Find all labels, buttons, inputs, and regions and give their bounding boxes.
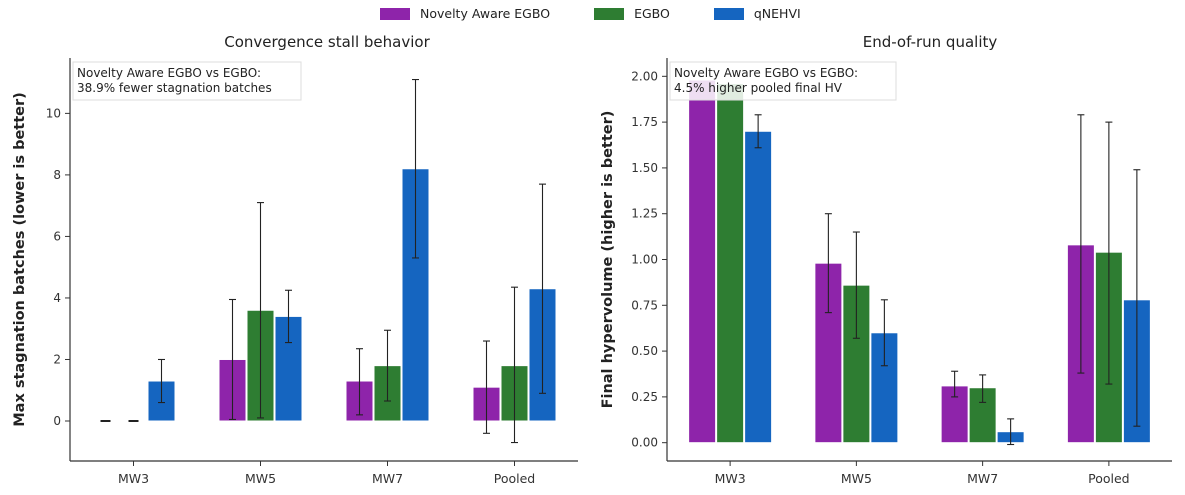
y-tick-label: 6 — [53, 229, 61, 243]
chart-title: Convergence stall behavior — [224, 33, 430, 51]
x-tick-label: Pooled — [1088, 471, 1130, 486]
y-tick-label: 8 — [53, 168, 61, 182]
x-tick-label: MW7 — [967, 471, 998, 486]
y-tick-label: 0.50 — [631, 344, 658, 358]
x-tick-label: MW3 — [715, 471, 746, 486]
chart-title: End-of-run quality — [863, 33, 998, 51]
x-tick-label: MW3 — [118, 471, 149, 486]
legend-swatch-egbo — [594, 7, 625, 20]
legend-swatch-qnehvi — [713, 7, 744, 20]
bar — [716, 83, 745, 444]
annotation-text: Novelty Aware EGBO vs EGBO: — [77, 66, 261, 80]
y-tick-label: 2 — [53, 352, 61, 366]
legend-label: EGBO — [634, 6, 670, 21]
y-tick-label: 0 — [53, 414, 61, 428]
y-axis-label: Final hypervolume (higher is better) — [600, 111, 616, 409]
y-tick-label: 0.75 — [631, 298, 658, 312]
x-tick-label: Pooled — [494, 471, 536, 486]
annotation-box — [72, 61, 302, 101]
bar — [688, 79, 717, 444]
y-tick-label: 1.00 — [631, 253, 658, 267]
bar — [744, 130, 773, 444]
legend-item-egbo: EGBO — [594, 6, 670, 21]
y-tick-label: 1.25 — [631, 207, 658, 221]
y-tick-label: 1.75 — [631, 115, 658, 129]
annotation-text: 38.9% fewer stagnation batches — [77, 81, 272, 95]
legend-item-qnehvi: qNEHVI — [713, 6, 801, 21]
y-tick-label: 4 — [53, 291, 61, 305]
y-tick-label: 0.00 — [631, 436, 658, 450]
legend-label: Novelty Aware EGBO — [420, 6, 551, 21]
legend-swatch-novelty-aware-egbo — [380, 7, 410, 20]
y-tick-label: 0.25 — [631, 390, 658, 404]
x-tick-label: MW5 — [841, 471, 872, 486]
y-tick-label: 2.00 — [631, 69, 658, 83]
chart-panel-1: Convergence stall behavior Max stagnation… — [12, 33, 578, 486]
legend: Novelty Aware EGBO EGBO qNEHVI — [380, 6, 845, 21]
x-tick-label: MW5 — [245, 471, 276, 486]
y-tick-label: 1.50 — [631, 161, 658, 175]
legend-label: qNEHVI — [753, 6, 801, 21]
y-axis-label: Max stagnation batches (lower is better) — [12, 92, 28, 427]
x-tick-label: MW7 — [372, 471, 403, 486]
legend-item-novelty-aware-egbo: Novelty Aware EGBO — [380, 6, 550, 21]
annotation-box — [669, 61, 897, 101]
annotation-text: Novelty Aware EGBO vs EGBO: — [674, 66, 858, 80]
y-tick-label: 10 — [46, 106, 61, 120]
chart-panel-2: End-of-run quality Final hypervolume (hig… — [600, 33, 1172, 486]
annotation-text: 4.5% higher pooled final HV — [674, 81, 843, 95]
